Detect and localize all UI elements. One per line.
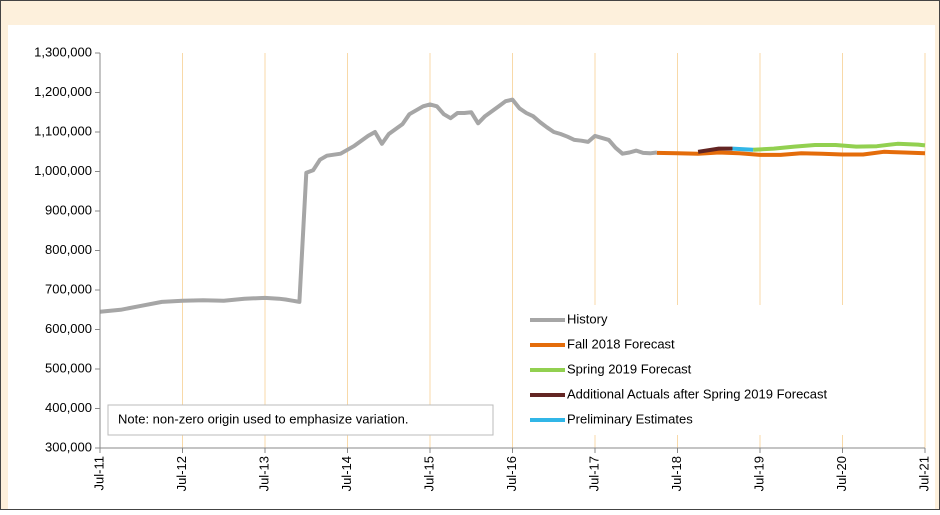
legend-label: Fall 2018 Forecast <box>567 336 675 351</box>
annotation: Note: non-zero origin used to emphasize … <box>118 411 409 426</box>
plot-background <box>8 25 935 509</box>
y-tick-label: 800,000 <box>45 242 92 257</box>
y-tick-label: 300,000 <box>45 439 92 454</box>
x-tick-label: Jul-12 <box>174 456 189 491</box>
legend-box <box>518 305 910 435</box>
x-tick-label: Jul-16 <box>504 456 519 491</box>
annotation-box <box>107 404 494 436</box>
x-tick-label: Jul-17 <box>586 456 601 491</box>
x-tick-label: Jul-20 <box>834 456 849 491</box>
legend-label: History <box>567 311 608 326</box>
series-line <box>697 146 733 154</box>
legend-label: Preliminary Estimates <box>567 411 693 426</box>
y-tick-label: 500,000 <box>45 360 92 375</box>
x-tick-label: Jul-11 <box>91 456 106 490</box>
legend-label: Additional Actuals after Spring 2019 For… <box>567 386 828 401</box>
x-tick-label: Jul-13 <box>256 456 271 491</box>
x-tick-label: Jul-19 <box>751 456 766 491</box>
legend-label: Spring 2019 Forecast <box>567 361 692 376</box>
y-tick-label: 700,000 <box>45 281 92 296</box>
y-tick-label: 600,000 <box>45 321 92 336</box>
x-tick-label: Jul-21 <box>916 456 931 491</box>
x-tick-label: Jul-15 <box>421 456 436 491</box>
series-line <box>99 97 658 314</box>
y-tick-label: 1,000,000 <box>34 163 92 178</box>
x-tick-label: Jul-14 <box>339 456 354 491</box>
y-tick-label: 400,000 <box>45 400 92 415</box>
y-tick-label: 1,100,000 <box>34 123 92 138</box>
y-tick-label: 900,000 <box>45 202 92 217</box>
series-line <box>732 146 754 152</box>
y-tick-label: 1,300,000 <box>34 44 92 59</box>
y-tick-label: 1,200,000 <box>34 84 92 99</box>
x-tick-label: Jul-18 <box>669 456 684 491</box>
series-line <box>656 149 926 157</box>
series-line <box>752 141 926 152</box>
